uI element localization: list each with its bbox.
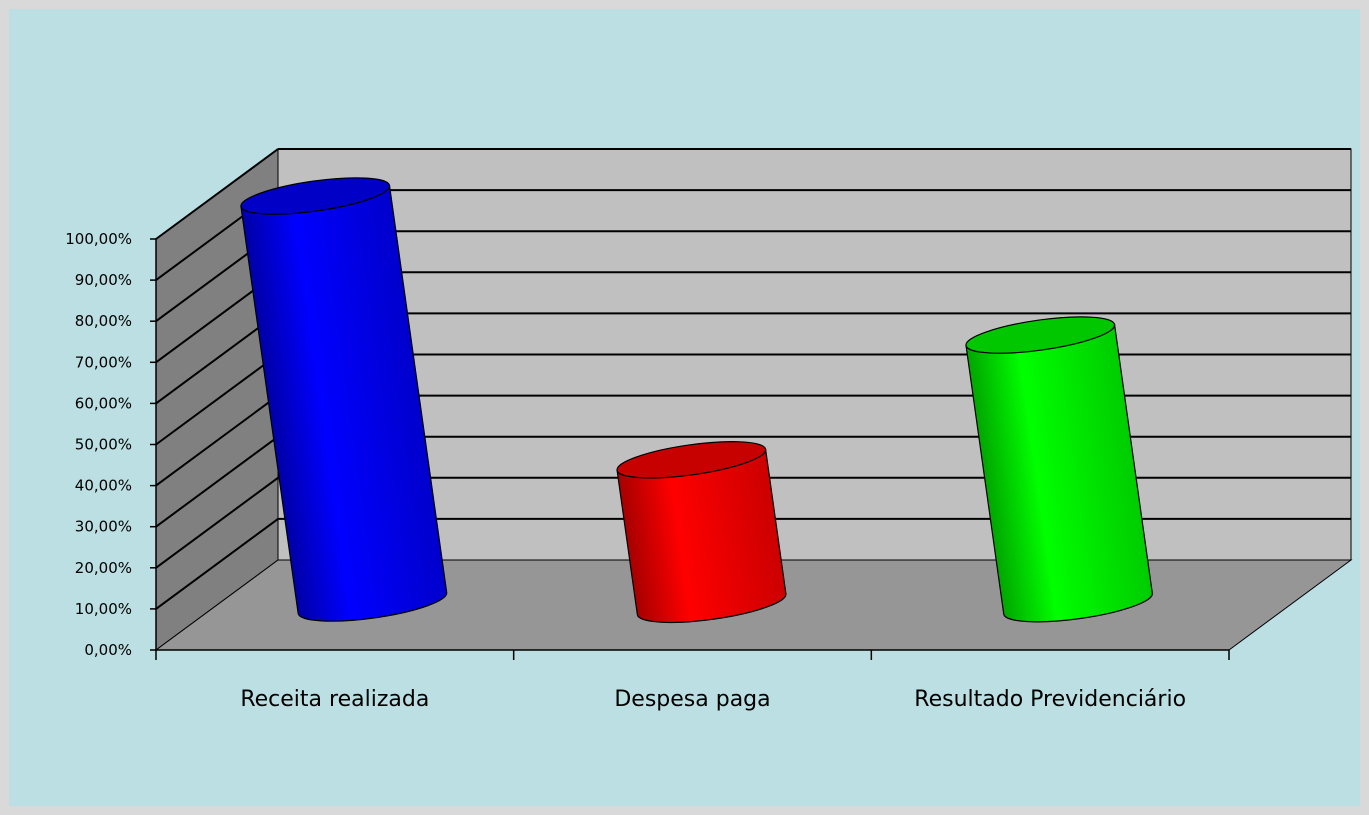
cylinder-bar xyxy=(240,177,448,622)
y-tick-label: 80,00% xyxy=(75,312,132,330)
x-category-labels: Receita realizada Despesa paga Resultado P… xyxy=(240,687,1186,712)
y-tick-label: 20,00% xyxy=(75,559,132,577)
gridline-side xyxy=(155,148,279,240)
gridlines xyxy=(155,148,1351,610)
y-tick-label: 70,00% xyxy=(75,353,132,371)
gridline-side xyxy=(155,518,279,610)
gridline-side xyxy=(155,353,279,446)
y-tick-label: 30,00% xyxy=(75,518,132,536)
x-category-label: Resultado Previdenciário xyxy=(914,687,1186,712)
gridline-side xyxy=(155,394,279,487)
axes xyxy=(150,238,1230,660)
y-tick-labels: 0,00% 10,00% 20,00% 30,00% 40,00% 50,00% 60,00… xyxy=(65,230,132,659)
chart-panel: 0,00% 10,00% 20,00% 30,00% 40,00% 50,00% 60,00… xyxy=(9,9,1360,806)
cylinder-bar xyxy=(965,316,1153,623)
cylinder-body xyxy=(240,184,448,622)
cylinder-bar-chart: 0,00% 10,00% 20,00% 30,00% 40,00% 50,00% 60,00… xyxy=(65,148,1353,712)
cylinder-body xyxy=(616,448,787,624)
y-tick-label: 100,00% xyxy=(65,230,132,248)
cylinder-top xyxy=(965,316,1116,354)
cylinder-top xyxy=(240,177,391,215)
y-tick-label: 50,00% xyxy=(75,436,132,454)
cylinder-top xyxy=(616,441,767,479)
bars xyxy=(240,177,1153,624)
y-tick-label: 10,00% xyxy=(75,600,132,618)
gridline-side xyxy=(155,476,279,569)
y-tick-label: 60,00% xyxy=(75,394,132,412)
y-tick-label: 40,00% xyxy=(75,477,132,495)
gridline-side xyxy=(155,435,279,528)
cylinder-bar xyxy=(616,441,787,624)
y-tick-label: 0,00% xyxy=(84,641,132,659)
x-category-label: Despesa paga xyxy=(614,687,770,712)
x-category-label: Receita realizada xyxy=(240,687,429,712)
y-tick-label: 90,00% xyxy=(75,271,132,289)
cylinder-body xyxy=(965,323,1153,623)
